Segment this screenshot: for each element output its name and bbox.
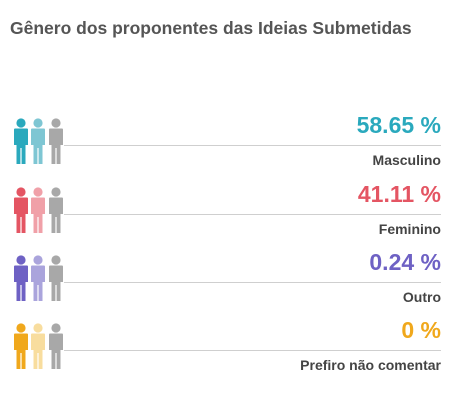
row-feminino: 41.11 % Feminino — [0, 181, 453, 257]
person-light-icon — [31, 255, 45, 301]
person-primary-icon — [14, 255, 28, 301]
category-label: Prefiro não comentar — [300, 357, 441, 373]
divider-line — [64, 282, 441, 283]
person-primary-icon — [14, 118, 28, 164]
chart-title: Gênero dos proponentes das Ideias Submet… — [10, 18, 412, 38]
row-prefiro-n-o-comentar: 0 % Prefiro não comentar — [0, 317, 453, 393]
person-neutral-icon — [49, 118, 63, 164]
person-neutral-icon — [49, 255, 63, 301]
person-primary-icon — [14, 323, 28, 369]
percentage-value: 0 % — [401, 317, 441, 343]
people-icon — [14, 187, 63, 233]
people-icon — [14, 118, 63, 164]
row-outro: 0.24 % Outro — [0, 249, 453, 325]
people-icon — [14, 323, 63, 369]
divider-line — [64, 214, 441, 215]
people-icon — [14, 255, 63, 301]
person-light-icon — [31, 118, 45, 164]
divider-line — [64, 350, 441, 351]
person-light-icon — [31, 323, 45, 369]
person-light-icon — [31, 187, 45, 233]
category-label: Masculino — [372, 152, 441, 168]
percentage-value: 58.65 % — [356, 112, 441, 138]
percentage-value: 41.11 % — [357, 181, 441, 207]
percentage-value: 0.24 % — [369, 249, 441, 275]
person-neutral-icon — [49, 323, 63, 369]
divider-line — [64, 145, 441, 146]
category-label: Outro — [402, 289, 441, 305]
person-neutral-icon — [49, 187, 63, 233]
row-masculino: 58.65 % Masculino — [0, 112, 453, 188]
category-label: Feminino — [378, 221, 441, 237]
person-primary-icon — [14, 187, 28, 233]
